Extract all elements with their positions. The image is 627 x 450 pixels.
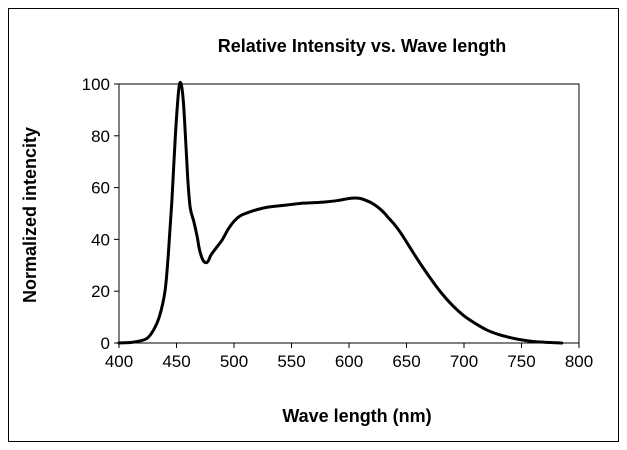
x-tick-label: 750 bbox=[507, 352, 535, 371]
series-line-0 bbox=[117, 80, 564, 345]
x-tick-label: 700 bbox=[450, 352, 478, 371]
chart-frame bbox=[8, 8, 619, 442]
chart-title: Relative Intensity vs. Wave length bbox=[218, 36, 506, 56]
y-tick-label: 100 bbox=[82, 75, 110, 94]
y-axis-label: Normalized intencity bbox=[20, 127, 40, 303]
x-tick-label: 500 bbox=[220, 352, 248, 371]
axis-ticks: 400 450 500 550 600 650 700 750 800 0 20 40 60 80 100 bbox=[82, 75, 594, 371]
x-tick-label: 800 bbox=[565, 352, 593, 371]
plot-area bbox=[118, 83, 580, 344]
x-tick-label: 450 bbox=[162, 352, 190, 371]
series-layer bbox=[117, 80, 564, 345]
y-tick-label: 20 bbox=[91, 282, 110, 301]
y-tick-label: 80 bbox=[91, 127, 110, 146]
x-tick-label: 550 bbox=[277, 352, 305, 371]
x-tick-label: 650 bbox=[392, 352, 420, 371]
x-tick-label: 400 bbox=[105, 352, 133, 371]
y-tick-label: 40 bbox=[91, 230, 110, 249]
x-axis-label: Wave length (nm) bbox=[282, 406, 431, 426]
y-tick-label: 0 bbox=[101, 334, 110, 353]
y-tick-label: 60 bbox=[91, 179, 110, 198]
x-tick-label: 600 bbox=[335, 352, 363, 371]
